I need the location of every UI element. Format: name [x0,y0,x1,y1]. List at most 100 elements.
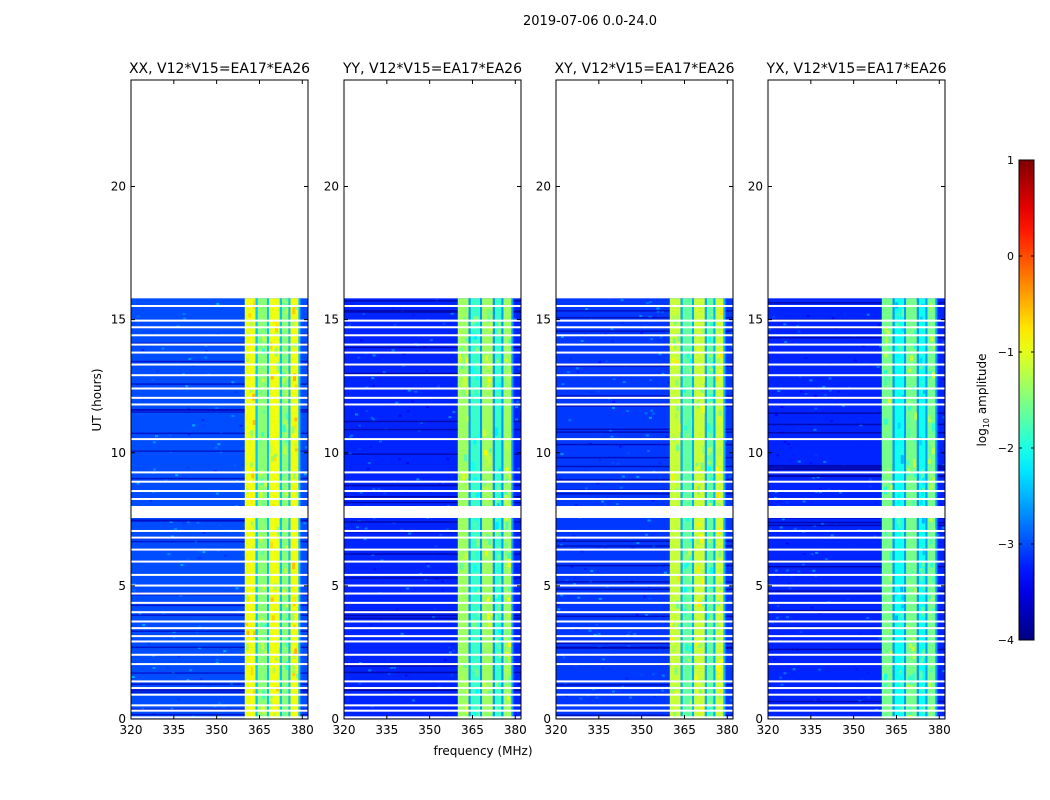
rfi-speckle [285,386,289,393]
panel-1: 320 335 350 365 380 0 5 10 15 20 XX, V12*V15=EA17*… [111,61,314,737]
noise-speckle [185,385,189,388]
rfi-speckle [671,472,675,481]
rfi-speckle [466,415,470,422]
noise-speckle [639,315,643,318]
flagged-row [131,653,308,656]
rfi-speckle [485,706,489,710]
rfi-speckle [908,643,912,649]
rfi-speckle [294,481,298,487]
noise-speckle [357,356,361,359]
rfi-speckle [490,311,494,315]
noise-speckle [164,479,168,482]
rfi-speckle [484,710,488,716]
rfi-speckle [466,307,470,313]
noise-speckle [593,633,597,636]
noise-speckle [779,676,783,679]
rfi-speckle [717,416,721,424]
noise-speckle [729,699,733,702]
noise-speckle [645,614,649,617]
flagged-row [344,704,521,707]
noise-streak [556,395,733,397]
rfi-speckle [507,585,511,591]
noise-speckle [774,491,778,494]
rfi-speckle [506,597,510,602]
rfi-speckle [911,646,915,652]
noise-streak [344,309,521,312]
rfi-speckle [508,641,512,648]
x-axis-label: frequency (MHz) [433,744,532,758]
flagged-row [556,548,733,551]
rfi-speckle [706,364,710,368]
noise-speckle [559,543,563,546]
rfi-speckle [687,622,691,631]
rfi-speckle [249,388,253,393]
rfi-speckle [270,597,274,602]
rfi-speckle [919,670,923,680]
rfi-speckle [912,652,916,660]
noise-speckle [131,676,135,679]
flagged-row [556,709,733,712]
rfi-speckle [270,374,274,380]
noise-speckle [358,503,362,506]
rfi-speckle [688,370,692,378]
rfi-speckle [291,426,295,434]
noise-speckle [611,406,615,409]
rfi-speckle [260,704,264,711]
noise-speckle [595,623,599,626]
rfi-speckle [907,406,911,411]
noise-speckle [941,416,945,419]
noise-speckle [829,419,833,422]
noise-streak [344,614,521,617]
flagged-row [556,640,733,643]
rfi-speckle [919,365,923,370]
noise-speckle [728,664,732,667]
rfi-speckle [505,651,509,661]
rfi-speckle [476,539,480,547]
x-tick-label: 380 [928,723,951,737]
rfi-speckle [504,319,508,325]
rfi-speckle [474,357,478,362]
rfi-speckle [696,347,700,355]
noise-speckle [878,637,882,640]
noise-speckle [797,570,801,573]
rfi-speckle [284,398,288,406]
noise-speckle [599,332,603,335]
noise-speckle [610,435,614,438]
noise-speckle [830,534,834,537]
rfi-speckle [484,355,488,362]
flagged-row [768,663,945,666]
rfi-speckle [246,559,250,567]
flagged-row [131,573,308,576]
colorbar-tick-label: −1 [998,346,1014,359]
rfi-speckle [920,657,924,666]
rfi-speckle [477,708,481,717]
noise-speckle [234,391,238,394]
colorbar-gradient [1018,159,1035,641]
rfi-speckle [900,450,904,455]
noise-speckle [635,613,639,616]
flagged-row [556,529,733,532]
noise-speckle [151,330,155,333]
noise-speckle [390,666,394,669]
noise-speckle [517,467,521,470]
y-tick-label: 15 [111,313,126,327]
axes-frame [767,79,946,720]
rfi-speckle [285,617,289,622]
noise-speckle [516,400,520,403]
noise-speckle [372,354,376,357]
noise-speckle [447,646,451,649]
rfi-speckle [674,382,678,392]
rfi-speckle [673,345,677,349]
rfi-speckle [694,675,698,680]
noise-speckle [774,469,778,472]
noise-speckle [149,499,153,502]
noise-speckle [395,608,399,611]
noise-speckle [573,717,577,719]
rfi-speckle [245,553,249,561]
y-tick-label: 10 [111,446,126,460]
noise-speckle [590,569,594,572]
noise-speckle [306,389,308,392]
rfi-speckle [485,550,489,557]
noise-speckle [371,377,375,380]
noise-speckle [599,432,603,435]
